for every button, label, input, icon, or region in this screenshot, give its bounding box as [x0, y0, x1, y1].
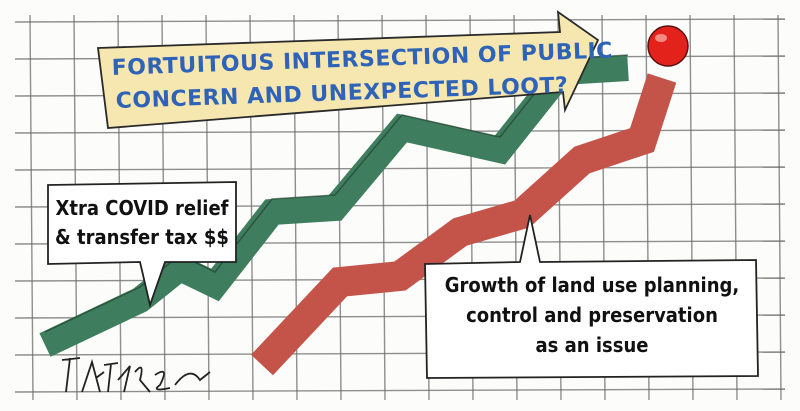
callout-line: as an issue: [536, 333, 649, 357]
green-trend-line: [39, 55, 629, 357]
grid-line: [14, 388, 786, 393]
callout-line: control and preservation: [466, 303, 718, 327]
signature: [61, 357, 211, 393]
callout-line: Xtra COVID relief: [56, 196, 229, 220]
callout-line: Growth of land use planning,: [445, 273, 740, 297]
ball-highlight: [655, 34, 667, 42]
grid-line: [777, 14, 782, 401]
callout-line: & transfer tax $$: [55, 225, 229, 249]
grid-line: [14, 166, 786, 171]
red-trend-line: [251, 73, 677, 376]
grid-line: [14, 18, 786, 23]
red-ball: [647, 25, 689, 67]
callout-box: [47, 181, 237, 309]
callout-box: [424, 214, 759, 379]
banner-arrow: [96, 10, 600, 129]
